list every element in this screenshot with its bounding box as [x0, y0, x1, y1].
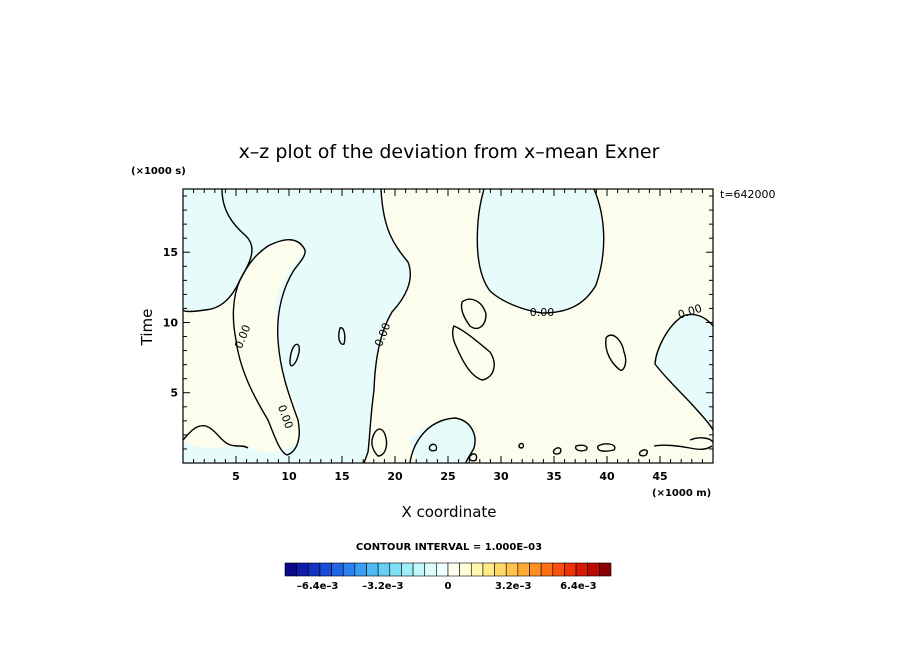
colorbar-label: 0 — [445, 581, 452, 592]
x-tick-label: 25 — [440, 470, 455, 483]
colorbar-label: 3.2e–3 — [495, 581, 531, 592]
colorbar-swatch — [354, 562, 367, 577]
contour-bottom-left-edge — [183, 425, 249, 449]
colorbar-swatch — [366, 562, 379, 577]
colorbar-swatch — [389, 562, 402, 577]
y-tick-label: 10 — [163, 316, 179, 329]
x-axis-label: X coordinate — [401, 503, 496, 521]
chart-title: x–z plot of the deviation from x–mean Ex… — [239, 141, 660, 163]
colorbar-swatch — [436, 562, 449, 577]
colorbar-labels: –6.4e–3 –3.2e–3 0 3.2e–3 6.4e–3 — [297, 581, 597, 592]
colorbar-swatch — [331, 562, 344, 577]
contour-lens — [232, 239, 306, 456]
colorbar-swatch — [575, 562, 589, 577]
contour-island-4 — [451, 325, 495, 381]
contour-bottom-mound — [409, 417, 476, 463]
x-tick-label: 30 — [493, 470, 509, 483]
colorbar-label: –3.2e–3 — [362, 581, 403, 592]
colorbar-swatch — [564, 562, 577, 577]
contour-island-14 — [638, 449, 649, 457]
x-tick-label: 35 — [546, 470, 561, 483]
contour-island-9 — [518, 442, 525, 449]
x-unit-label: (×1000 m) — [652, 488, 711, 499]
x-tick-label: 45 — [652, 470, 667, 483]
colorbar-swatch — [401, 562, 414, 577]
colorbar-swatch — [319, 562, 332, 577]
negative-region-upper-right — [477, 189, 604, 313]
x-tick-label: 20 — [387, 470, 403, 483]
contour-island-8 — [468, 453, 478, 462]
colorbar-label: 6.4e–3 — [560, 581, 596, 592]
contour-island-12 — [597, 443, 616, 452]
y-tick-label: 5 — [170, 387, 178, 400]
colorbar-swatch — [529, 562, 542, 577]
colorbar-swatch — [377, 562, 391, 577]
contour-island-1 — [338, 327, 346, 345]
colorbar-swatch — [482, 562, 495, 577]
contour-island-10 — [552, 447, 562, 455]
x-tick-label: 40 — [599, 470, 615, 483]
contour-right-bulge — [654, 313, 713, 431]
contour-island-7 — [428, 443, 438, 452]
axis-tick-labels: 5 10 15 20 25 30 35 40 45 5 10 15 — [163, 246, 668, 483]
time-label: t=642000 — [720, 188, 776, 201]
contour-interval-text: CONTOUR INTERVAL = 1.000E–03 — [356, 542, 542, 553]
colorbar-swatch — [412, 562, 426, 577]
colorbar-swatch — [447, 562, 460, 577]
colorbar-swatch — [552, 562, 565, 577]
y-tick-label: 15 — [163, 246, 178, 259]
colorbar-swatch — [459, 562, 472, 577]
colorbar-label: –6.4e–3 — [297, 581, 338, 592]
zero-contours — [183, 189, 713, 463]
x-tick-label: 5 — [232, 470, 240, 483]
colorbar-swatch — [599, 562, 612, 577]
negative-region-left — [183, 189, 411, 463]
negative-region-right — [655, 314, 713, 430]
contour-island-6 — [371, 428, 388, 457]
contour-island-2 — [289, 343, 301, 367]
colorbar-swatch — [587, 562, 600, 577]
colorbar-swatch — [424, 562, 437, 577]
contour-island-13 — [653, 444, 713, 451]
x-tick-label: 10 — [281, 470, 297, 483]
contour-center-vertical — [363, 189, 411, 463]
colorbar-swatch — [540, 562, 554, 577]
y-axis-label: Time — [138, 309, 156, 347]
colorbar-swatch — [296, 562, 309, 577]
colorbar-swatch — [505, 562, 519, 577]
x-tick-label: 15 — [334, 470, 349, 483]
contour-island-5 — [605, 334, 627, 371]
contour-label: 0.00 — [530, 306, 555, 319]
colorbar-swatch — [517, 562, 530, 577]
colorbar-swatch — [494, 562, 507, 577]
contour-field: 0.00 0.00 0.00 0.00 0.00 — [183, 189, 713, 463]
colorbar-swatch — [342, 562, 356, 577]
axis-ticks — [183, 189, 713, 463]
contour-island-11 — [574, 444, 588, 452]
contour-island-15 — [689, 437, 713, 443]
contour-island-3 — [460, 298, 487, 330]
contour-upper-dome — [476, 189, 605, 314]
colorbar-swatch — [307, 562, 321, 577]
colorbar-swatch — [284, 562, 297, 577]
y-unit-label: (×1000 s) — [131, 166, 186, 177]
colorbar — [284, 562, 612, 577]
colorbar-swatch — [470, 562, 484, 577]
